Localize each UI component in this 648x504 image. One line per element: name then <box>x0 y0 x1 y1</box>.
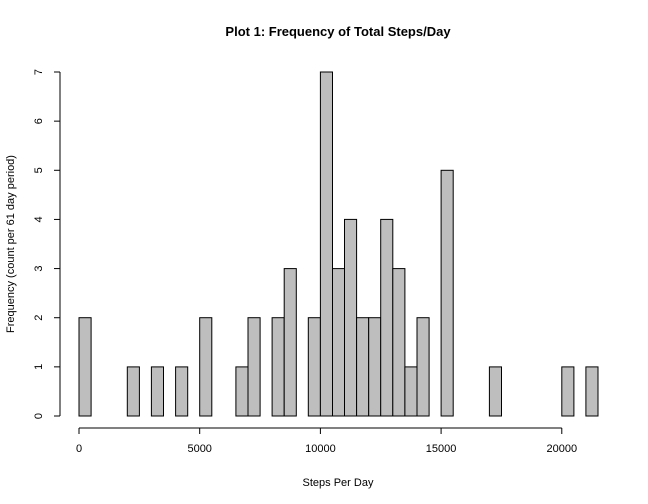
x-axis-label: Steps Per Day <box>303 477 374 489</box>
histogram-bar-10 <box>319 71 333 417</box>
histogram-bar-15 <box>380 218 394 417</box>
histogram-bar-9 <box>307 317 321 417</box>
x-tick-label-3: 15000 <box>426 443 457 455</box>
histogram-bar-4 <box>199 317 213 417</box>
y-tick-label-3: 3 <box>33 266 45 272</box>
histogram-bar-8 <box>283 268 297 417</box>
histogram-bar-12 <box>344 218 358 417</box>
histogram-bar-7 <box>271 317 285 417</box>
y-tick-label-4: 4 <box>33 216 45 222</box>
x-tick-label-1: 5000 <box>187 443 211 455</box>
histogram-bar-0 <box>78 317 92 417</box>
histogram-bar-16 <box>392 268 406 417</box>
y-axis-label: Frequency (count per 61 day period) <box>5 155 17 333</box>
histogram-bar-18 <box>416 317 430 417</box>
y-tick-label-0: 0 <box>33 413 45 419</box>
histogram-bar-19 <box>440 169 454 417</box>
histogram-bar-6 <box>247 317 261 417</box>
chart-title: Plot 1: Frequency of Total Steps/Day <box>225 24 451 39</box>
x-tick-label-0: 0 <box>76 443 82 455</box>
y-tick-label-5: 5 <box>33 167 45 173</box>
histogram-bar-22 <box>585 366 599 417</box>
y-tick-label-6: 6 <box>33 118 45 124</box>
histogram-bar-14 <box>368 317 382 417</box>
y-tick-label-7: 7 <box>33 69 45 75</box>
histogram-bar-11 <box>332 268 346 417</box>
y-tick-label-1: 1 <box>33 364 45 370</box>
x-tick-label-2: 10000 <box>305 443 336 455</box>
x-axis: 0 5000 10000 15000 20000 <box>76 427 577 455</box>
bars-group <box>78 71 599 417</box>
histogram-bar-3 <box>175 366 189 417</box>
histogram-bar-13 <box>356 317 370 417</box>
histogram-bar-20 <box>488 366 502 417</box>
histogram-bar-2 <box>150 366 164 417</box>
y-tick-label-2: 2 <box>33 315 45 321</box>
histogram-bar-21 <box>561 366 575 417</box>
histogram-bar-5 <box>235 366 249 417</box>
x-tick-label-4: 20000 <box>546 443 577 455</box>
y-axis: 0 1 2 3 4 5 6 7 <box>33 69 61 419</box>
histogram-bar-1 <box>126 366 140 417</box>
histogram-bar-17 <box>404 366 418 417</box>
